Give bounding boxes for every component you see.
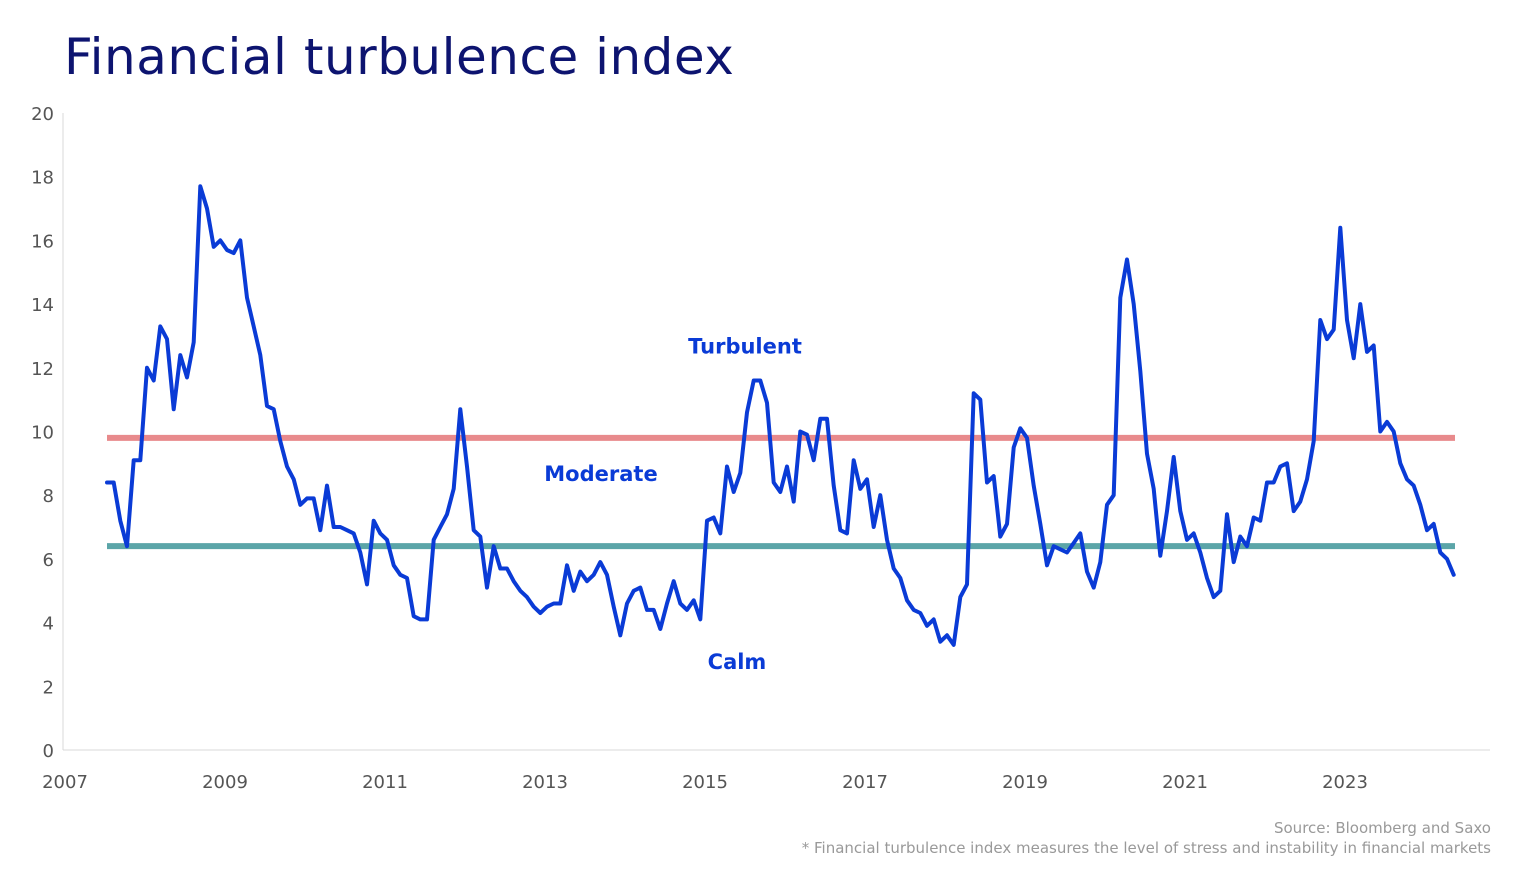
zone-label-turbulent: Turbulent xyxy=(688,335,802,359)
x-tick-label: 2021 xyxy=(1162,772,1208,793)
axes xyxy=(62,113,1490,751)
y-tick-label: 2 xyxy=(43,677,54,698)
zone-label-moderate: Moderate xyxy=(544,462,657,486)
x-tick-label: 2011 xyxy=(362,772,408,793)
y-tick-label: 16 xyxy=(31,231,54,252)
y-tick-label: 4 xyxy=(43,614,54,635)
y-tick-label: 6 xyxy=(43,550,54,571)
y-tick-label: 0 xyxy=(43,741,54,762)
y-tick-label: 12 xyxy=(31,359,54,380)
x-tick-label: 2007 xyxy=(42,772,88,793)
y-tick-label: 8 xyxy=(43,486,54,507)
y-tick-label: 10 xyxy=(31,423,54,444)
x-tick-label: 2013 xyxy=(522,772,568,793)
chart-title: Financial turbulence index xyxy=(64,28,735,86)
source-note: Source: Bloomberg and Saxo xyxy=(1273,819,1491,837)
series xyxy=(105,184,1456,647)
y-tick-label: 14 xyxy=(31,295,54,316)
series-line xyxy=(105,184,1456,647)
footnote: * Financial turbulence index measures th… xyxy=(801,839,1491,857)
x-tick-label: 2009 xyxy=(202,772,248,793)
y-tick-label: 20 xyxy=(31,104,54,125)
annotations: Turbulent Moderate Calm xyxy=(544,335,802,674)
y-tick-label: 18 xyxy=(31,168,54,189)
x-tick-label: 2019 xyxy=(1002,772,1048,793)
x-tick-label: 2017 xyxy=(842,772,888,793)
tick-labels: 0 2 4 6 8 10 12 14 16 18 20 2007 2009 2011 2013 2015 201… xyxy=(31,104,1368,793)
x-tick-label: 2023 xyxy=(1322,772,1368,793)
x-tick-label: 2015 xyxy=(682,772,728,793)
zone-label-calm: Calm xyxy=(708,650,767,674)
